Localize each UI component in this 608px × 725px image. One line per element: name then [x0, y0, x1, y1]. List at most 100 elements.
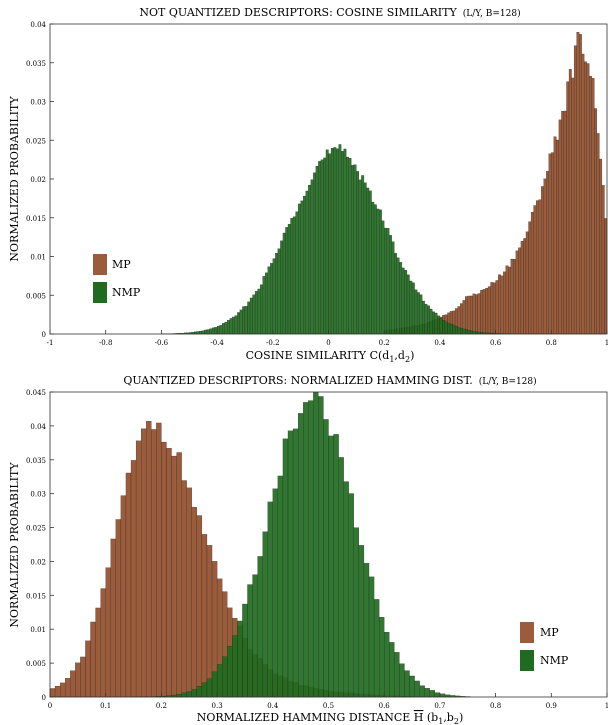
bar-nmp	[401, 267, 405, 335]
chart-top-ylabel: NORMALIZED PROBABILITY	[8, 96, 21, 262]
bar-nmp	[379, 209, 382, 335]
legend-label-nmp: NMP	[540, 654, 569, 667]
bar-mp	[551, 152, 554, 335]
bar-nmp	[229, 318, 233, 335]
ytick-label: 0.005	[26, 660, 46, 668]
bar-nmp	[429, 308, 433, 335]
bar-nmp	[297, 413, 304, 698]
bar-nmp	[242, 306, 246, 335]
bar-nmp	[216, 664, 223, 698]
bar-nmp	[310, 179, 314, 335]
bar-nmp	[282, 438, 289, 698]
ytick-label: 0.015	[26, 215, 46, 223]
bar-nmp	[335, 148, 339, 335]
bar-nmp	[358, 179, 362, 335]
bar-nmp	[290, 218, 294, 335]
bar-mp	[120, 495, 127, 698]
xtick-label: 0.4	[267, 702, 279, 710]
bar-nmp	[237, 620, 243, 698]
chart-bottom-xticks: 0 0.1 0.2 0.3 0.4 0.5 0.6 0.7 0.8 0.9 1	[48, 693, 608, 710]
bar-nmp	[338, 144, 342, 335]
xtick-label: 0.2	[379, 339, 390, 347]
bar-mp	[520, 241, 524, 335]
bar-nmp	[442, 320, 446, 335]
bar-nmp	[373, 204, 377, 335]
bar-nmp	[394, 652, 400, 698]
bar-nmp	[333, 147, 337, 335]
ytick-label: 0.005	[26, 292, 46, 300]
bar-nmp	[343, 481, 349, 698]
bar-mp	[467, 295, 471, 335]
bar-mp	[485, 288, 489, 335]
xtick-label: 0	[326, 339, 330, 347]
bar-nmp	[275, 253, 278, 335]
bar-nmp	[297, 203, 301, 335]
bar-nmp	[341, 151, 344, 335]
bar-nmp	[199, 331, 203, 335]
ytick-label: 0.015	[26, 592, 46, 600]
legend-swatch-nmp	[520, 650, 534, 671]
bar-nmp	[462, 328, 466, 335]
bar-nmp	[247, 584, 253, 698]
bar-nmp	[381, 220, 385, 335]
bar-mp	[573, 45, 577, 335]
bar-mp	[70, 670, 76, 698]
bar-mp	[475, 294, 479, 335]
bar-nmp	[348, 157, 352, 335]
bar-mp	[151, 429, 157, 698]
bar-mp	[538, 199, 542, 335]
bar-mp	[54, 685, 61, 698]
bar-mp	[156, 422, 162, 698]
bar-nmp	[303, 402, 309, 698]
bar-nmp	[232, 635, 238, 698]
xtick-label: 0	[48, 702, 52, 710]
bar-nmp	[419, 685, 425, 698]
xtick-label: 0.9	[546, 702, 557, 710]
bar-mp	[80, 656, 86, 698]
xtick-label: 1	[605, 702, 608, 710]
legend-swatch-nmp	[93, 282, 107, 303]
bar-nmp	[201, 330, 205, 335]
ytick-label: 0.045	[26, 389, 46, 397]
bar-mp	[100, 588, 106, 698]
xtick-label: 0.8	[490, 702, 501, 710]
bar-mp	[563, 110, 567, 335]
bar-nmp	[295, 211, 299, 335]
bar-nmp	[386, 228, 390, 335]
bar-nmp	[239, 309, 243, 335]
bar-nmp	[252, 574, 258, 698]
bar-nmp	[247, 301, 251, 335]
bar-nmp	[454, 326, 458, 335]
bar-mp	[561, 111, 565, 335]
bar-mp	[543, 178, 547, 335]
bar-mp	[533, 205, 537, 335]
bar-mp	[535, 200, 539, 335]
bar-mp	[186, 487, 192, 698]
bar-nmp	[419, 294, 423, 335]
bar-nmp	[244, 306, 248, 335]
bar-nmp	[252, 294, 256, 335]
bar-nmp	[457, 327, 461, 335]
xtick-label: -1	[47, 339, 54, 347]
bar-mp	[508, 266, 511, 335]
bar-mp	[584, 61, 587, 335]
bar-mp	[546, 171, 549, 335]
chart-top-bars	[161, 32, 608, 335]
bar-mp	[541, 186, 544, 335]
chart-bottom-xlabel: NORMALIZED HAMMING DISTANCE H (b1,b2)	[197, 711, 464, 725]
bar-nmp	[267, 266, 271, 335]
bar-nmp	[447, 323, 451, 335]
bar-mp	[135, 440, 142, 698]
bar-nmp	[308, 400, 314, 698]
chart-top-legend: MP NMP	[93, 254, 141, 303]
bar-mp	[589, 76, 592, 335]
bar-nmp	[308, 184, 311, 335]
bar-nmp	[416, 292, 420, 335]
bar-nmp	[439, 693, 446, 698]
bar-nmp	[206, 329, 210, 335]
bar-nmp	[305, 190, 309, 335]
bar-nmp	[277, 475, 284, 698]
bar-nmp	[414, 680, 420, 698]
bar-mp	[505, 265, 509, 335]
ytick-label: 0.035	[26, 60, 46, 68]
